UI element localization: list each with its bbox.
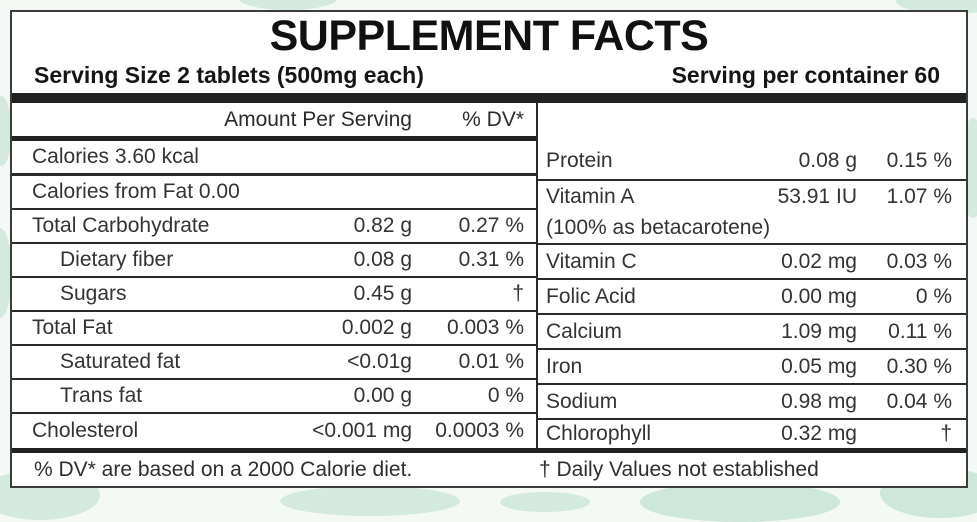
nutrient-name: Folic Acid xyxy=(546,284,636,308)
table-row-total-carbohydrate: Total Carbohydrate 0.82 g 0.27 % xyxy=(12,208,536,242)
nutrient-dv: † xyxy=(940,422,952,445)
amount-per-serving-header: Amount Per Serving xyxy=(224,107,412,131)
nutrient-name: Sodium xyxy=(546,389,618,413)
nutrient-amount: 0.02 mg xyxy=(781,249,857,273)
nutrient-name: Calcium xyxy=(546,319,622,343)
watermark-blob xyxy=(238,0,338,10)
nutrient-dv: 0.03 % xyxy=(886,249,952,273)
nutrient-dv: † xyxy=(512,282,524,305)
serving-size: Serving Size 2 tablets (500mg each) xyxy=(34,62,424,88)
nutrient-dv: 0.11 % xyxy=(888,319,952,343)
nutrition-table: Amount Per Serving % DV* Calories 3.60 k… xyxy=(12,103,966,448)
table-row-calories: Calories 3.60 kcal xyxy=(12,141,536,173)
table-row-calcium: Calcium 1.09 mg 0.11 % xyxy=(538,313,966,348)
nutrient-dv: 0 % xyxy=(915,284,952,308)
right-column: Protein 0.08 g 0.15 % Vitamin A 53.91 IU… xyxy=(538,103,966,448)
nutrient-amount: 0.08 g xyxy=(353,248,412,271)
table-row-protein: Protein 0.08 g 0.15 % xyxy=(538,103,966,179)
table-row-iron: Iron 0.05 mg 0.30 % xyxy=(538,348,966,383)
table-row-vitamin-a: Vitamin A 53.91 IU 1.07 % xyxy=(538,179,966,212)
nutrient-amount: 1.09 mg xyxy=(781,319,857,343)
nutrient-note: (100% as betacarotene) xyxy=(546,215,771,239)
serving-info: Serving Size 2 tablets (500mg each) Serv… xyxy=(12,58,966,93)
dv-header: % DV* xyxy=(462,107,524,131)
nutrient-name: Chlorophyll xyxy=(546,422,652,445)
watermark-blob xyxy=(280,486,460,516)
nutrient-amount: 0.32 mg xyxy=(781,422,857,445)
nutrient-name: Cholesterol xyxy=(32,419,139,442)
nutrient-amount: 0.08 g xyxy=(798,149,857,172)
page-title: SUPPLEMENT FACTS xyxy=(269,12,709,60)
nutrient-amount: 0.00 g xyxy=(353,384,412,407)
nutrient-amount: 0.002 g xyxy=(341,316,412,339)
nutrient-amount: 0.98 mg xyxy=(781,389,857,413)
nutrient-name: Calories 3.60 kcal xyxy=(32,145,199,168)
supplement-facts-label: SUPPLEMENT FACTS Serving Size 2 tablets … xyxy=(10,10,968,488)
nutrient-dv: 0.01 % xyxy=(458,350,524,373)
nutrient-dv: 0.30 % xyxy=(886,354,952,378)
nutrient-name: Total Carbohydrate xyxy=(32,214,210,237)
nutrient-name: Total Fat xyxy=(32,316,113,339)
table-row-trans-fat: Trans fat 0.00 g 0 % xyxy=(12,378,536,412)
nutrient-name: Calories from Fat 0.00 xyxy=(32,180,240,203)
dv-footnote: % DV* are based on a 2000 Calorie diet. xyxy=(34,457,413,481)
nutrient-amount: 0.82 g xyxy=(353,214,412,237)
nutrient-dv: 1.07 % xyxy=(886,184,952,208)
table-row-sugars: Sugars 0.45 g † xyxy=(12,276,536,310)
table-row-saturated-fat: Saturated fat <0.01g 0.01 % xyxy=(12,344,536,378)
watermark-blob xyxy=(0,228,12,318)
nutrient-dv: 0.0003 % xyxy=(435,419,524,442)
nutrient-amount: 0.00 mg xyxy=(781,284,857,308)
nutrient-dv: 0.003 % xyxy=(446,316,524,339)
nutrient-dv: 0 % xyxy=(487,384,524,407)
nutrient-amount: 53.91 IU xyxy=(777,184,857,208)
nutrient-name: Trans fat xyxy=(60,384,143,407)
servings-per-container: Serving per container 60 xyxy=(671,62,940,88)
nutrient-name: Dietary fiber xyxy=(60,248,174,271)
table-row-calories-from-fat: Calories from Fat 0.00 xyxy=(12,173,536,208)
nutrient-amount: <0.01g xyxy=(347,350,412,373)
watermark-blob xyxy=(500,492,590,512)
table-row-folic-acid: Folic Acid 0.00 mg 0 % xyxy=(538,278,966,313)
nutrient-name: Iron xyxy=(546,354,583,378)
left-column: Amount Per Serving % DV* Calories 3.60 k… xyxy=(12,103,538,448)
watermark-blob xyxy=(0,96,12,166)
nutrient-name: Vitamin A xyxy=(546,184,635,208)
table-row-cholesterol: Cholesterol <0.001 mg 0.0003 % xyxy=(12,412,536,448)
nutrient-name: Sugars xyxy=(60,282,127,305)
thick-divider-bar xyxy=(12,93,966,103)
nutrient-name: Saturated fat xyxy=(60,350,181,373)
table-row-total-fat: Total Fat 0.002 g 0.003 % xyxy=(12,310,536,344)
nutrient-dv: 0.31 % xyxy=(458,248,524,271)
table-row-dietary-fiber: Dietary fiber 0.08 g 0.31 % xyxy=(12,242,536,276)
footnotes: % DV* are based on a 2000 Calorie diet. … xyxy=(12,448,966,486)
nutrient-dv: 0.27 % xyxy=(458,214,524,237)
nutrient-dv: 0.15 % xyxy=(886,149,952,172)
nutrient-name: Protein xyxy=(546,149,613,172)
table-row-chlorophyll: Chlorophyll 0.32 mg † xyxy=(538,418,966,448)
nutrient-name: Vitamin C xyxy=(546,249,637,273)
table-row-vitamin-c: Vitamin C 0.02 mg 0.03 % xyxy=(538,243,966,278)
table-row-betacarotene-note: (100% as betacarotene) xyxy=(538,212,966,243)
dagger-footnote: † Daily Values not established xyxy=(539,457,819,481)
nutrient-dv: 0.04 % xyxy=(886,389,952,413)
nutrient-amount: 0.05 mg xyxy=(781,354,857,378)
nutrient-amount: <0.001 mg xyxy=(312,419,412,442)
left-column-header: Amount Per Serving % DV* xyxy=(12,103,536,141)
table-row-sodium: Sodium 0.98 mg 0.04 % xyxy=(538,383,966,418)
watermark-blob xyxy=(640,482,840,522)
nutrient-amount: 0.45 g xyxy=(353,282,412,305)
